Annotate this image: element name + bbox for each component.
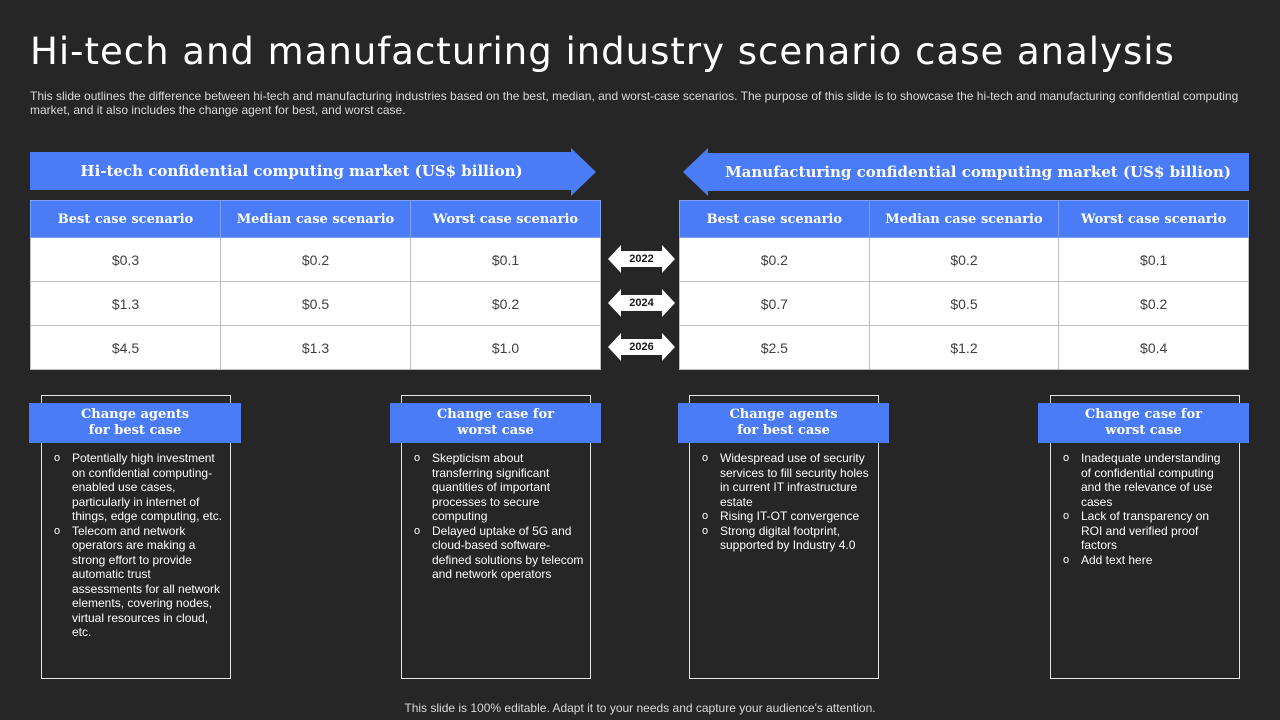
bullet-list: Inadequate understanding of confidential… <box>1061 451 1233 567</box>
bullet-list: Potentially high investment on confident… <box>52 451 224 640</box>
double-arrow-icon <box>608 245 675 273</box>
column-header: Worst case scenario <box>1058 200 1249 238</box>
column-header: Median case scenario <box>220 200 411 238</box>
box-heading-label: Change agents for best case <box>729 407 838 438</box>
year-arrow-2024: 2024 <box>608 289 675 317</box>
manufacturing-banner-arrowhead <box>683 148 708 196</box>
list-item: Strong digital footprint, supported by I… <box>700 524 872 553</box>
hitech-best-case-heading: Change agents for best case <box>29 403 241 443</box>
table-cell: $2.5 <box>679 325 870 370</box>
table-header-row: Best case scenario Median case scenario … <box>30 200 601 238</box>
column-header: Best case scenario <box>679 200 870 238</box>
bullet-list: Skepticism about transferring significan… <box>412 451 584 582</box>
manufacturing-worst-case-box: Inadequate understanding of confidential… <box>1050 395 1240 679</box>
table-cell: $0.5 <box>220 281 411 326</box>
table-cell: $1.0 <box>410 325 601 370</box>
table-header-row: Best case scenario Median case scenario … <box>679 200 1249 238</box>
page-title: Hi-tech and manufacturing industry scena… <box>30 30 1175 73</box>
table-cell: $0.2 <box>1058 281 1249 326</box>
table-cell: $0.2 <box>868 237 1060 282</box>
manufacturing-best-case-heading: Change agents for best case <box>678 403 889 443</box>
manufacturing-worst-case-heading: Change case for worst case <box>1038 403 1249 443</box>
table-cell: $0.5 <box>868 281 1060 326</box>
hitech-banner-label: Hi-tech confidential computing market (U… <box>80 162 523 180</box>
column-header: Median case scenario <box>868 200 1060 238</box>
table-row: $0.2 $0.2 $0.1 <box>679 237 1249 282</box>
table-cell: $0.2 <box>410 281 601 326</box>
table-cell: $4.5 <box>30 325 221 370</box>
table-cell: $0.4 <box>1058 325 1249 370</box>
year-label: 2024 <box>629 297 654 309</box>
column-header: Worst case scenario <box>410 200 601 238</box>
double-arrow-icon <box>608 289 675 317</box>
list-item: Widespread use of security services to f… <box>700 451 872 509</box>
hitech-best-case-box: Potentially high investment on confident… <box>41 395 231 679</box>
table-row: $4.5 $1.3 $1.0 <box>30 325 601 370</box>
list-item: Potentially high investment on confident… <box>52 451 224 524</box>
year-arrow-2026: 2026 <box>608 333 675 361</box>
list-item: Delayed uptake of 5G and cloud-based sof… <box>412 524 584 582</box>
column-header: Best case scenario <box>30 200 221 238</box>
hitech-worst-case-heading: Change case for worst case <box>390 403 601 443</box>
table-cell: $1.2 <box>868 325 1060 370</box>
hitech-market-table: Best case scenario Median case scenario … <box>30 200 601 370</box>
table-cell: $1.3 <box>30 281 221 326</box>
hitech-banner-arrowhead <box>571 148 596 196</box>
manufacturing-best-case-box: Widespread use of security services to f… <box>689 395 879 679</box>
list-item: Lack of transparency on ROI and verified… <box>1061 509 1233 553</box>
footer-note: This slide is 100% editable. Adapt it to… <box>404 701 876 715</box>
table-row: $0.7 $0.5 $0.2 <box>679 281 1249 326</box>
box-heading-label: Change agents for best case <box>80 407 190 438</box>
table-cell: $0.2 <box>679 237 870 282</box>
list-item: Add text here <box>1061 553 1233 568</box>
table-cell: $0.1 <box>1058 237 1249 282</box>
list-item: Inadequate understanding of confidential… <box>1061 451 1233 509</box>
table-cell: $0.2 <box>220 237 411 282</box>
table-row: $2.5 $1.2 $0.4 <box>679 325 1249 370</box>
list-item: Rising IT-OT convergence <box>700 509 872 524</box>
table-row: $0.3 $0.2 $0.1 <box>30 237 601 282</box>
table-cell: $0.3 <box>30 237 221 282</box>
list-item: Telecom and network operators are making… <box>52 524 224 640</box>
year-label: 2022 <box>629 253 654 265</box>
table-cell: $0.7 <box>679 281 870 326</box>
year-arrow-2022: 2022 <box>608 245 675 273</box>
manufacturing-market-table: Best case scenario Median case scenario … <box>679 200 1249 370</box>
double-arrow-icon <box>608 333 675 361</box>
table-cell: $1.3 <box>220 325 411 370</box>
bullet-list: Widespread use of security services to f… <box>700 451 872 553</box>
hitech-banner: Hi-tech confidential computing market (U… <box>30 152 573 190</box>
box-heading-label: Change case for worst case <box>436 407 555 438</box>
list-item: Skepticism about transferring significan… <box>412 451 584 524</box>
box-heading-label: Change case for worst case <box>1084 407 1203 438</box>
year-label: 2026 <box>629 341 654 353</box>
table-row: $1.3 $0.5 $0.2 <box>30 281 601 326</box>
table-cell: $0.1 <box>410 237 601 282</box>
hitech-worst-case-box: Skepticism about transferring significan… <box>401 395 591 679</box>
manufacturing-banner: Manufacturing confidential computing mar… <box>707 153 1249 191</box>
manufacturing-banner-label: Manufacturing confidential computing mar… <box>725 163 1231 181</box>
page-subtitle: This slide outlines the difference betwe… <box>30 89 1239 117</box>
